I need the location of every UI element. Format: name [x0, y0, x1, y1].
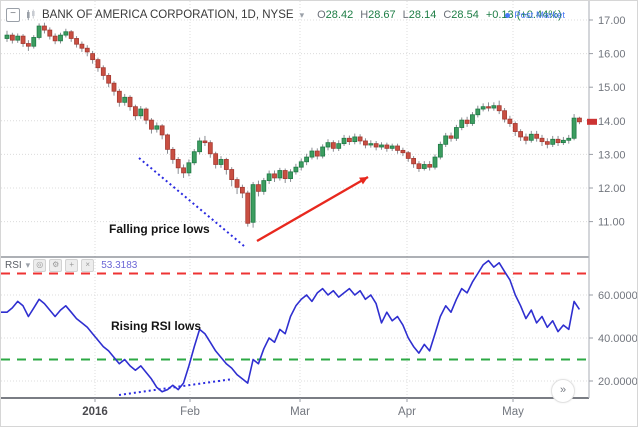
- post-market-label: Post Market: [514, 10, 565, 21]
- close-label: C: [443, 9, 452, 21]
- high-value: 28.67: [368, 9, 396, 21]
- rsi-settings-icon[interactable]: ⚙: [49, 259, 63, 272]
- svg-text:Apr: Apr: [398, 406, 416, 418]
- rsi-chevron-down-icon[interactable]: ▾: [25, 260, 31, 270]
- rsi-visibility-icon[interactable]: ◎: [33, 259, 47, 272]
- low-value: 28.14: [408, 9, 437, 21]
- rsi-current-value: 53.3183: [101, 260, 138, 271]
- rsi-close-icon[interactable]: ×: [81, 259, 95, 272]
- svg-text:11.00: 11.00: [598, 217, 625, 229]
- chart-drawings: [118, 157, 369, 396]
- post-market-indicator: Post Market: [505, 10, 565, 21]
- svg-text:40.0000: 40.0000: [598, 333, 638, 345]
- pane-borders: [1, 1, 590, 399]
- svg-text:20.0000: 20.0000: [598, 376, 638, 388]
- symbol-title[interactable]: BANK OF AMERICA CORPORATION, 1D, NYSE: [42, 9, 294, 21]
- gridlines: [1, 1, 589, 398]
- scroll-right-button[interactable]: »: [551, 379, 575, 403]
- candlestick-series: [4, 22, 582, 228]
- svg-text:13.00: 13.00: [598, 149, 626, 161]
- rsi-add-icon[interactable]: +: [65, 259, 79, 272]
- chart-legend: − BANK OF AMERICA CORPORATION, 1D, NYSE …: [6, 8, 562, 22]
- chart-type-icon: [27, 9, 35, 20]
- svg-text:15.00: 15.00: [598, 82, 626, 94]
- rsi-level-lines: [1, 272, 589, 361]
- post-market-dot-icon: [505, 13, 511, 18]
- price-axis[interactable]: 17.00 16.00 15.00 14.00 13.00 12.00 11.00 60.00…: [587, 15, 638, 388]
- svg-text:17.00: 17.00: [598, 15, 626, 27]
- annotation-rising-rsi-lows: Rising RSI lows: [111, 319, 202, 333]
- ohlc-values: O28.42 H28.67 L28.14 C28.54: [317, 9, 479, 21]
- last-price-marker: [587, 118, 597, 125]
- price-change: +0.13 (+0.44%): [485, 9, 562, 21]
- time-axis[interactable]: 2016 Feb Mar Apr May: [82, 398, 524, 418]
- open-value: 28.42: [325, 9, 354, 21]
- annotation-falling-price-lows: Falling price lows: [109, 222, 210, 236]
- rsi-line: [1, 259, 581, 393]
- collapse-icon[interactable]: −: [6, 8, 20, 22]
- svg-text:12.00: 12.00: [598, 183, 626, 195]
- rsi-label[interactable]: RSI: [5, 260, 22, 271]
- high-label: H: [360, 9, 369, 21]
- svg-text:Mar: Mar: [290, 406, 310, 418]
- rsi-pane-legend: RSI ▾ ◎ ⚙ + × 53.3183: [5, 259, 137, 272]
- chevron-down-icon[interactable]: ▾: [299, 9, 305, 20]
- svg-text:60.0000: 60.0000: [598, 290, 638, 302]
- low-label: L: [402, 9, 409, 21]
- svg-text:14.00: 14.00: [598, 116, 626, 128]
- svg-text:16.00: 16.00: [598, 49, 626, 61]
- close-value: 28.54: [451, 9, 479, 21]
- svg-text:May: May: [502, 406, 524, 418]
- svg-text:2016: 2016: [82, 406, 108, 418]
- svg-text:Feb: Feb: [180, 406, 200, 418]
- open-label: O: [317, 9, 326, 21]
